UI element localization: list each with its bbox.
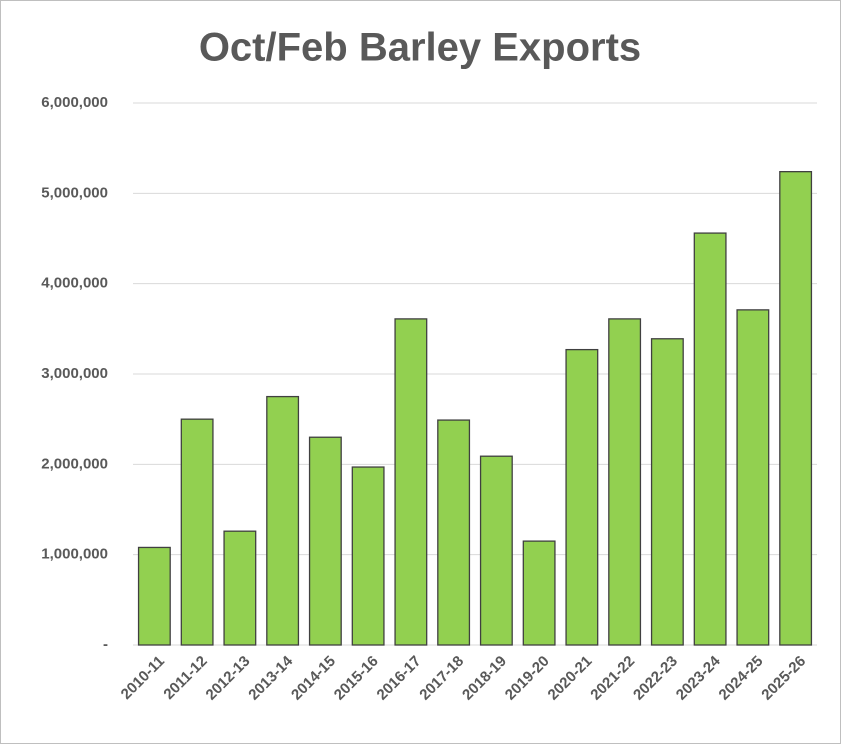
- bar: [266, 395, 300, 646]
- bar: [437, 419, 471, 646]
- bar: [565, 348, 599, 646]
- y-tick-label: 2,000,000: [41, 455, 108, 472]
- bar: [394, 318, 428, 646]
- y-tick-label: -: [103, 636, 108, 653]
- y-tick-label: 4,000,000: [41, 275, 108, 292]
- y-tick-label: 1,000,000: [41, 546, 108, 563]
- bar: [693, 232, 727, 646]
- bar: [650, 338, 684, 646]
- bar: [223, 530, 257, 646]
- bar: [608, 318, 642, 646]
- bar: [308, 436, 342, 646]
- y-tick-label: 6,000,000: [41, 94, 108, 111]
- bar: [180, 418, 214, 646]
- bar: [779, 171, 813, 646]
- bar: [522, 540, 556, 646]
- bar: [351, 466, 385, 646]
- y-tick-label: 3,000,000: [41, 365, 108, 382]
- bar: [137, 546, 171, 646]
- y-tick-label: 5,000,000: [41, 184, 108, 201]
- bar: [736, 309, 770, 646]
- bar: [479, 455, 513, 646]
- chart-title: Oct/Feb Barley Exports: [199, 26, 641, 70]
